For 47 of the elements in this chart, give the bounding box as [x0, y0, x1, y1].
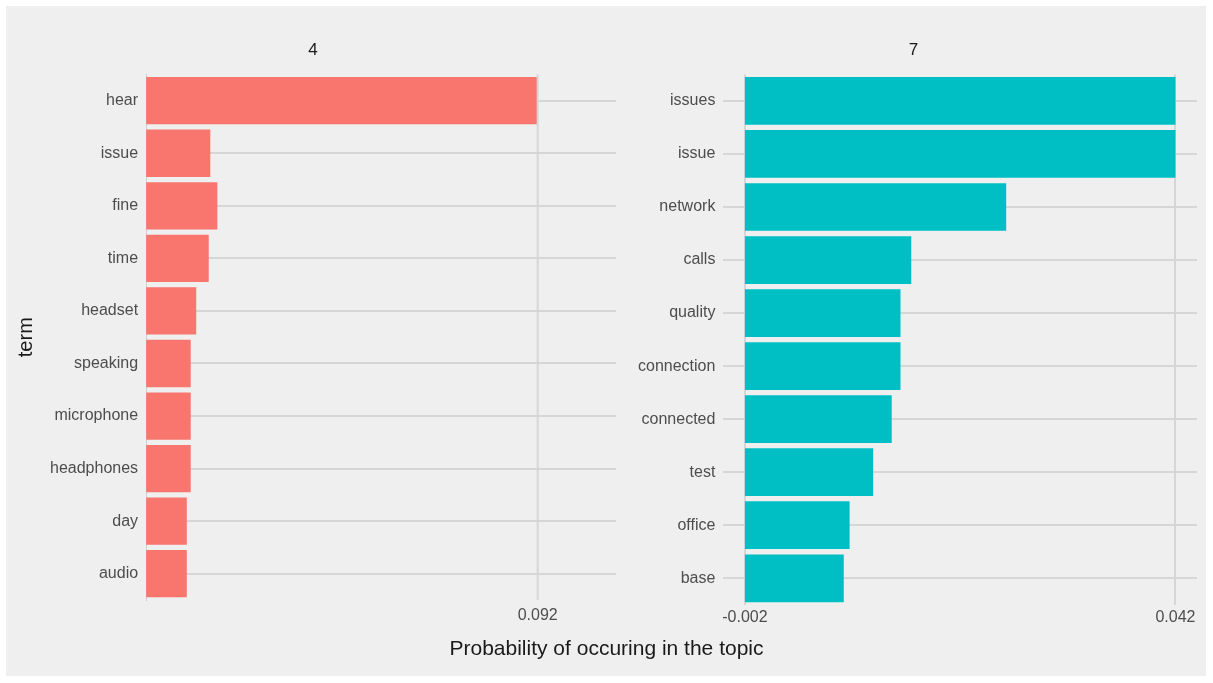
y-tick-label: speaking — [74, 353, 139, 371]
y-tick-label: calls — [683, 250, 716, 268]
text: 0.092 — [517, 606, 558, 624]
bar — [146, 392, 191, 440]
y-tick-label: headphones — [49, 459, 139, 477]
bar — [146, 550, 187, 598]
bar — [146, 234, 209, 283]
bar — [744, 77, 1176, 125]
bar — [744, 236, 912, 284]
bar — [744, 183, 1007, 231]
bar — [146, 129, 211, 177]
bar — [744, 130, 1176, 178]
bar — [744, 289, 901, 337]
bar — [146, 497, 187, 545]
y-tick-label: fine — [112, 196, 139, 214]
y-tick-label: office — [677, 515, 716, 533]
y-tick-label: day — [112, 511, 139, 529]
x-tick-label: 0.042 — [1155, 607, 1196, 625]
x-axis-title: Probability of occuring in the topic — [448, 636, 765, 660]
bar — [744, 448, 874, 497]
y-tick-label: network — [659, 197, 717, 215]
y-tick-label: microphone — [54, 406, 139, 424]
y-tick-label: issue — [678, 144, 716, 162]
y-tick-label: base — [680, 568, 716, 586]
y-tick-label: connected — [641, 409, 716, 427]
y-tick-label: quality — [669, 303, 716, 321]
bar — [744, 342, 901, 390]
y-tick-label: issue — [100, 143, 139, 161]
bar — [146, 339, 191, 388]
bar — [744, 554, 844, 603]
x-tick-label: -0.002 — [722, 607, 768, 625]
y-tick-label: headset — [81, 301, 139, 319]
y-tick-label: test — [689, 462, 716, 480]
y-tick-label: hear — [106, 91, 139, 109]
bar — [146, 77, 538, 125]
y-tick-label: connection — [638, 356, 716, 374]
y-tick-label: time — [107, 248, 139, 266]
y-tick-label: issues — [670, 91, 716, 109]
bar — [744, 501, 850, 550]
bar — [146, 287, 197, 335]
bar — [744, 395, 892, 444]
y-axis-title: term — [13, 317, 36, 358]
chart-title: 4 — [308, 39, 318, 59]
y-tick-label: audio — [98, 564, 139, 582]
chart-title: 7 — [908, 39, 919, 59]
bar — [146, 444, 191, 493]
bar — [146, 182, 218, 230]
